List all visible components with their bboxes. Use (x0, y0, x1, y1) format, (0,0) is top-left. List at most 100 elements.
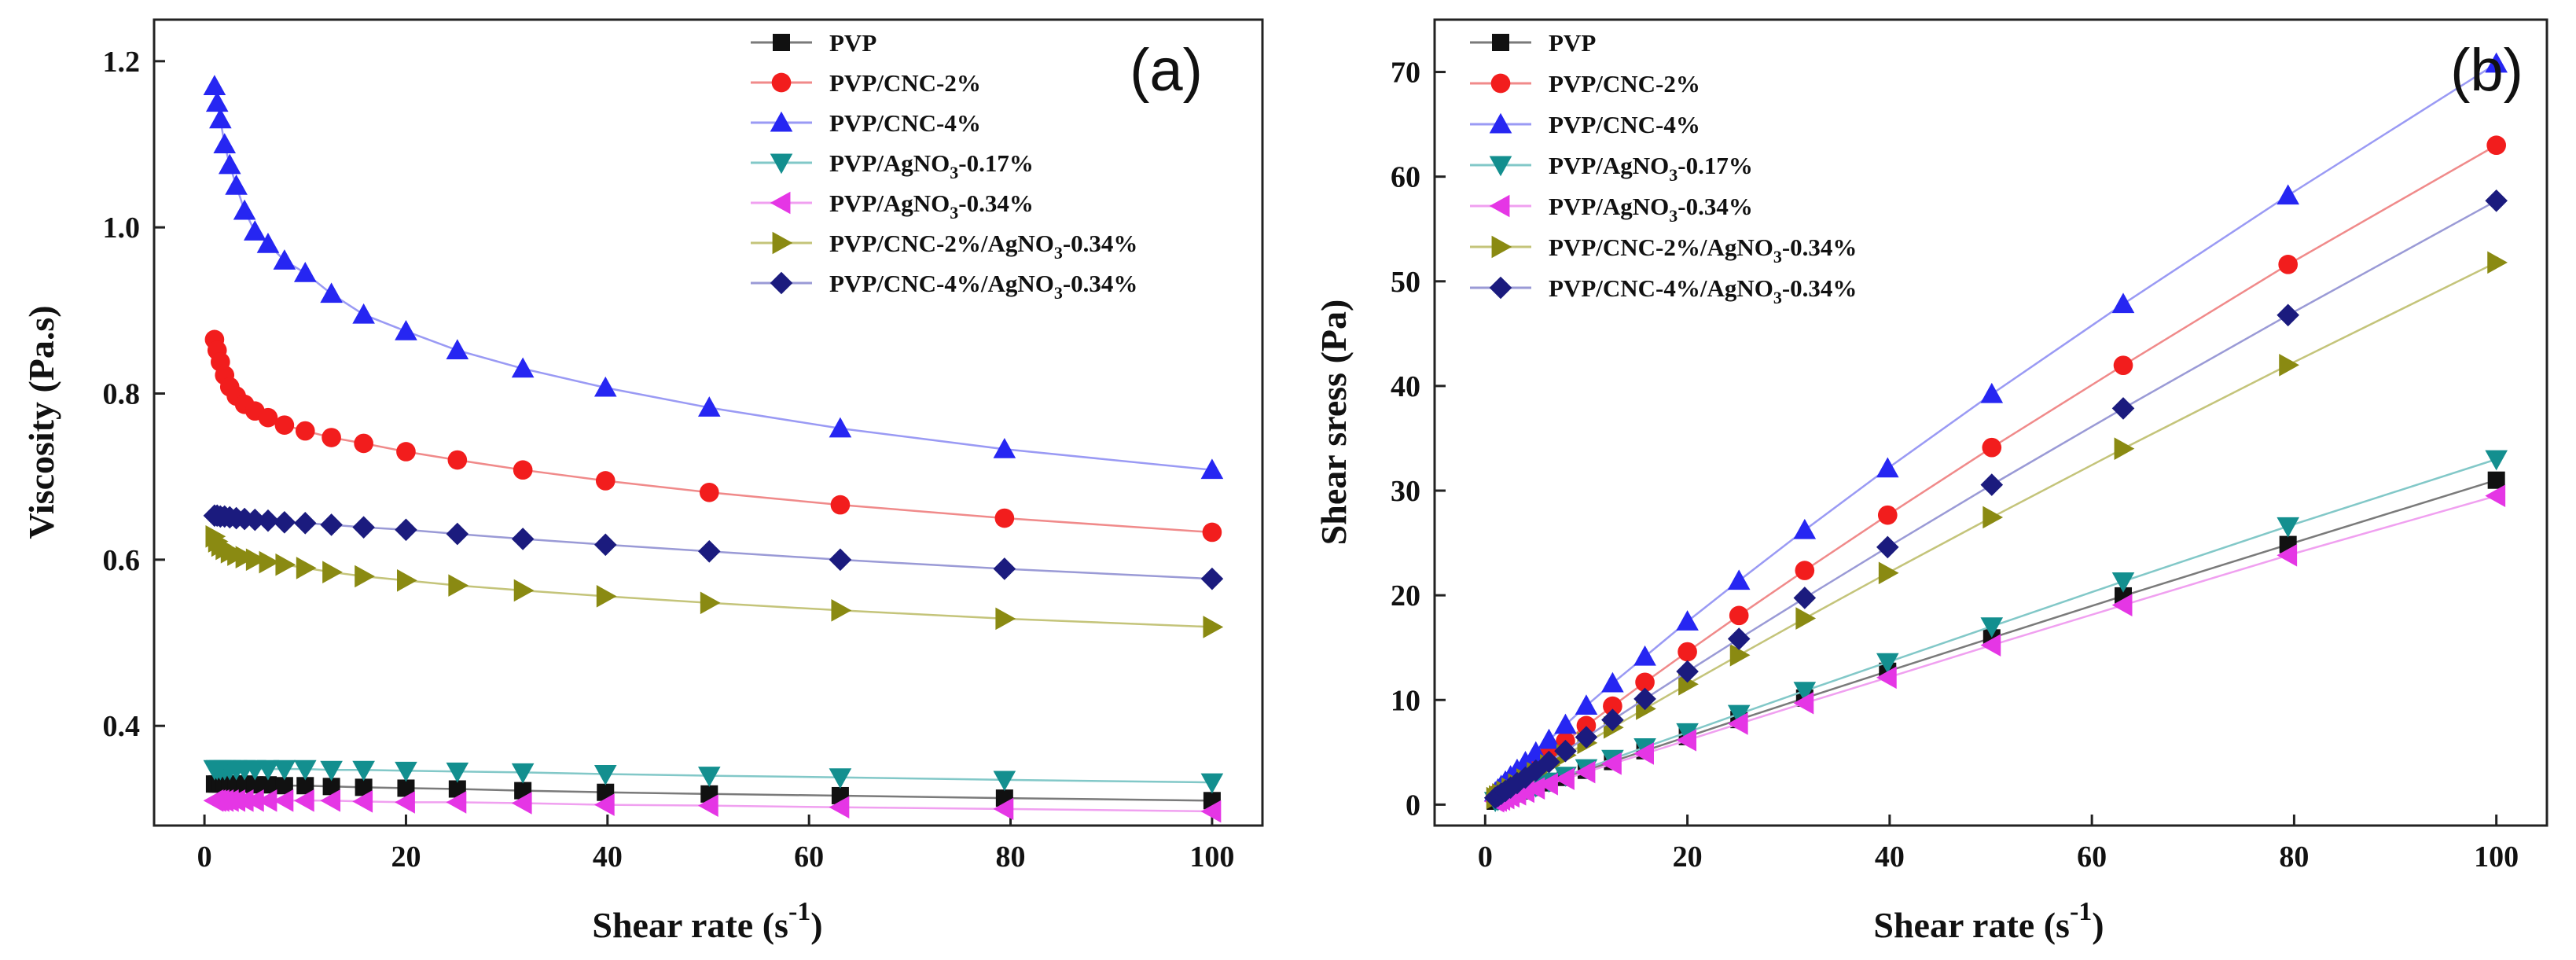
panel-a-data-point (244, 789, 264, 812)
panel-b-plot-frame (1433, 18, 2548, 827)
panel-b-x-axis-label-sup: -1 (2070, 897, 2092, 926)
panel-a-legend-marker (770, 191, 791, 215)
panel-a-data-point (829, 768, 852, 789)
panel-a-data-point (274, 415, 295, 435)
panel-b-data-point (1633, 742, 1655, 765)
panel-b-data-point (1603, 696, 1622, 716)
panel-a-data-point (205, 91, 229, 112)
panel-b-data-point (2277, 517, 2299, 538)
panel-a-data-point (1200, 458, 1224, 480)
panel-a-data-point (273, 511, 296, 534)
panel-a-data-point (352, 516, 375, 539)
panel-b-x-tick-label: 100 (2474, 840, 2519, 874)
panel-b-data-point (1793, 518, 1817, 539)
panel-a-data-point (275, 777, 293, 795)
panel-a-legend-marker (770, 111, 793, 132)
panel-a-data-point (256, 789, 277, 812)
panel-a-data-point (395, 791, 415, 814)
panel-b-data-point (2114, 437, 2135, 460)
panel-a-data-point (513, 460, 533, 480)
panel-b-y-tick-label: 50 (1391, 266, 1420, 299)
panel-a-legend-label: PVP/CNC-2%/AgNO3-0.34% (829, 230, 1137, 263)
panel-a-data-point (355, 778, 373, 796)
panel-b-legend-marker (1489, 112, 1512, 134)
panel-a-data-point (1200, 800, 1222, 823)
panel-b-x-tick-label: 40 (1875, 840, 1905, 874)
panel-b-data-point (1980, 617, 2004, 638)
panel-a-ticks: 0 20 40 60 80 100 0.4 0.6 0.8 1.0 1.2 (103, 46, 1235, 874)
panel-b-data-point (1676, 660, 1699, 683)
panel-b-data-point (1633, 645, 1656, 666)
panel-a-data-point (245, 548, 266, 572)
panel-a-data-point (225, 175, 248, 195)
panel-a-data-point (993, 557, 1016, 580)
panel-b-data-point (1795, 607, 1817, 630)
panel-a-data-point (395, 518, 417, 542)
panel-a-data-point (320, 789, 341, 812)
panel-b-legend-label: PVP (1549, 29, 1596, 57)
panel-a-data-point (352, 303, 375, 324)
panel-a-legend-marker (770, 153, 793, 175)
panel-b-legend-marker (1490, 73, 1511, 94)
panel-a-data-point (233, 199, 256, 220)
panel-b-data-point (1877, 505, 1898, 525)
panel-b-y-tick-label: 20 (1391, 579, 1420, 612)
panel-b-x-tick-label: 60 (2077, 840, 2107, 874)
panel-a-data-point (993, 771, 1016, 792)
panel-a-data-point (513, 579, 535, 602)
panel-b-data-point (1729, 643, 1751, 667)
panel-a-data-point (699, 482, 719, 502)
panel-a-legend-marker (771, 72, 792, 93)
panel-a-data-point (295, 421, 315, 441)
panel-b-x-axis-label: Shear rate (s-1) (1873, 897, 2104, 945)
panel-a-data-point (831, 599, 852, 622)
panel-a-data-point (322, 561, 343, 584)
panel-b-data-point (1538, 750, 1560, 774)
panel-a-plot-frame (153, 18, 1264, 827)
panel-b-shear-stress-chart: 0 20 40 60 80 100 0 10 20 30 40 50 60 70 PVP PVP/CNC-2… (1314, 18, 2548, 945)
panel-a-legend-label: PVP/CNC-4%/AgNO3-0.34% (829, 270, 1137, 303)
panel-a-x-tick-label: 20 (391, 840, 421, 874)
panel-b-data-point (1575, 694, 1598, 715)
panel-b-data-point (1876, 666, 1897, 690)
panel-a-data-point (320, 513, 343, 536)
panel-a-data-point (296, 777, 314, 795)
panel-b-data-point (2486, 135, 2507, 156)
panel-b-data-point (2113, 355, 2133, 376)
panel-a-x-axis-label-text: Shear rate (s (592, 905, 788, 945)
panel-b-data-point (1980, 473, 2004, 496)
panel-b-data-point (1554, 739, 1577, 763)
panel-b-legend-label: PVP/CNC-2%/AgNO3-0.34% (1549, 234, 1857, 267)
panel-a-data-point (209, 108, 232, 129)
panel-a-data-point (697, 396, 721, 417)
panel-b-data-point (1576, 715, 1597, 736)
panel-a-data-point (1200, 567, 1224, 590)
panel-a-data-point (235, 546, 256, 568)
panel-a-y-tick-label: 0.6 (103, 544, 141, 577)
panel-b-legend-marker (1489, 156, 1512, 177)
panel-b-data-point (2485, 450, 2508, 471)
panel-b-data-point (2277, 184, 2299, 205)
panel-b-data-point (1727, 627, 1751, 650)
panel-a-x-tick-label: 40 (593, 840, 623, 874)
panel-b-data-point (1633, 687, 1656, 711)
panel-a-data-point (296, 557, 317, 579)
panel-b-data-point (1980, 382, 2004, 403)
panel-a-data-point (259, 776, 277, 794)
panel-b-data-point (1729, 605, 1749, 626)
panel-b-legend-marker (1491, 235, 1512, 259)
panel-a-y-tick-label: 1.0 (103, 211, 141, 245)
panel-a-data-point (697, 794, 718, 817)
panel-a-data-point (273, 760, 296, 781)
panel-b-data-point (1601, 752, 1622, 775)
panel-a-legend-marker (773, 34, 790, 51)
panel-b-y-tick-label: 0 (1406, 789, 1420, 822)
panel-a-data-point (273, 249, 296, 270)
panel-a-data-point (446, 339, 469, 360)
panel-a-data-point (320, 760, 343, 782)
panel-a-x-tick-label: 80 (996, 840, 1026, 874)
panel-a-data-point (995, 607, 1016, 631)
panel-b-data-point (2277, 303, 2299, 327)
panel-b-data-point (1793, 691, 1814, 715)
panel-b-data-point (2485, 484, 2506, 507)
